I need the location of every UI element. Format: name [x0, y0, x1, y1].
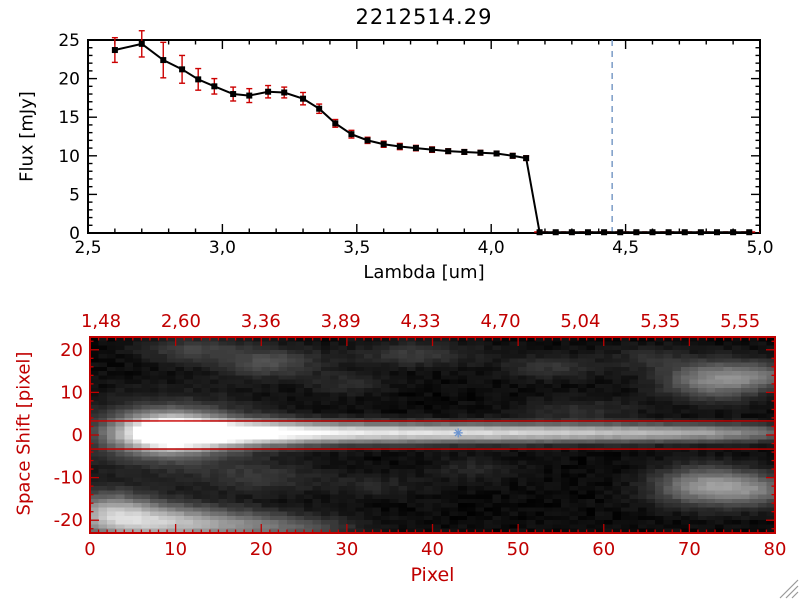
- data-point-marker: [230, 91, 237, 98]
- data-point-marker: [300, 95, 307, 102]
- shift-tick-label: -10: [54, 468, 83, 489]
- source-position-marker: [454, 429, 462, 437]
- pixel-tick-label: 50: [507, 539, 530, 560]
- data-point-marker: [412, 145, 419, 152]
- flux-tick-label: 0: [69, 224, 80, 244]
- pixel-tick-label: 0: [84, 539, 95, 560]
- data-point-marker: [138, 40, 145, 47]
- data-point-marker: [552, 229, 559, 236]
- data-point-marker: [246, 92, 253, 99]
- data-point-marker: [584, 229, 591, 236]
- lambda-axis-label: Lambda [um]: [363, 262, 485, 283]
- data-point-marker: [396, 143, 403, 150]
- data-point-marker: [746, 229, 753, 236]
- lambda-tick-label: 4,5: [612, 238, 639, 258]
- spectrogram-heatmap-image: [90, 337, 775, 533]
- data-point-marker: [649, 229, 656, 236]
- pixel-tick-label: 80: [764, 539, 787, 560]
- data-point-marker: [380, 141, 387, 148]
- top-plot-frame: [87, 39, 761, 234]
- data-point-marker: [429, 146, 436, 153]
- data-point-marker: [461, 148, 468, 155]
- shift-tick-label: -20: [54, 510, 83, 531]
- data-point-marker: [730, 229, 737, 236]
- flux-tick-label: 10: [58, 147, 80, 167]
- wavelength-top-label: 2,60: [161, 311, 201, 332]
- lambda-tick-label: 4,0: [478, 238, 505, 258]
- data-point-marker: [601, 229, 608, 236]
- data-point-marker: [160, 57, 167, 64]
- data-point-marker: [477, 149, 484, 156]
- plot-title: 2212514.29: [355, 5, 493, 29]
- wavelength-top-label: 5,04: [560, 311, 600, 332]
- data-point-marker: [211, 83, 218, 90]
- pixel-tick-label: 10: [164, 539, 187, 560]
- bottom-plot-frame: [89, 336, 776, 534]
- data-point-marker: [493, 150, 500, 157]
- wavelength-top-label: 5,35: [640, 311, 680, 332]
- pixel-tick-label: 70: [678, 539, 701, 560]
- flux-tick-label: 25: [58, 31, 80, 51]
- data-point-marker: [568, 229, 575, 236]
- data-point-marker: [348, 131, 355, 138]
- data-point-marker: [195, 76, 202, 83]
- shift-tick-label: 10: [60, 382, 83, 403]
- data-point-marker: [665, 229, 672, 236]
- resize-grip-icon[interactable]: [779, 579, 799, 599]
- lambda-tick-label: 5,0: [746, 238, 773, 258]
- data-point-marker: [509, 152, 516, 159]
- wavelength-top-label: 3,36: [241, 311, 281, 332]
- data-point-marker: [697, 229, 704, 236]
- data-point-marker: [265, 88, 272, 95]
- shift-tick-label: 0: [72, 425, 83, 446]
- wavelength-top-label: 5,55: [720, 311, 760, 332]
- data-point-marker: [523, 155, 530, 162]
- pixel-tick-label: 20: [250, 539, 273, 560]
- lambda-tick-label: 2,5: [74, 238, 101, 258]
- data-point-marker: [179, 66, 186, 73]
- pixel-tick-label: 60: [592, 539, 615, 560]
- flux-tick-label: 20: [58, 70, 80, 90]
- data-point-marker: [617, 229, 624, 236]
- wavelength-top-label: 4,33: [401, 311, 441, 332]
- lambda-tick-label: 3,0: [209, 238, 236, 258]
- data-point-marker: [316, 105, 323, 112]
- resize-grip-icon[interactable]: [785, 585, 799, 599]
- data-point-marker: [332, 120, 339, 127]
- lambda-tick-label: 3,5: [343, 238, 370, 258]
- data-point-marker: [364, 137, 371, 144]
- data-point-marker: [681, 229, 688, 236]
- flux-tick-label: 15: [58, 108, 80, 128]
- data-point-marker: [111, 47, 118, 54]
- flux-tick-label: 5: [69, 185, 80, 205]
- wavelength-top-label: 4,70: [480, 311, 520, 332]
- data-point-marker: [633, 229, 640, 236]
- data-point-marker: [445, 148, 452, 155]
- resize-grip-icon[interactable]: [791, 591, 799, 599]
- data-point-marker: [281, 89, 288, 96]
- pixel-tick-label: 40: [421, 539, 444, 560]
- wavelength-top-label: 1,48: [81, 311, 121, 332]
- space-shift-axis-label: Space Shift [pixel]: [13, 351, 35, 516]
- pixel-tick-label: 30: [335, 539, 358, 560]
- spectrum-line: [114, 42, 750, 234]
- data-point-marker: [536, 229, 543, 236]
- flux-axis-label: Flux [mJy]: [16, 91, 38, 182]
- pixel-axis-label: Pixel: [410, 564, 455, 586]
- wavelength-top-label: 3,89: [321, 311, 361, 332]
- data-point-marker: [713, 229, 720, 236]
- shift-tick-label: 20: [60, 340, 83, 361]
